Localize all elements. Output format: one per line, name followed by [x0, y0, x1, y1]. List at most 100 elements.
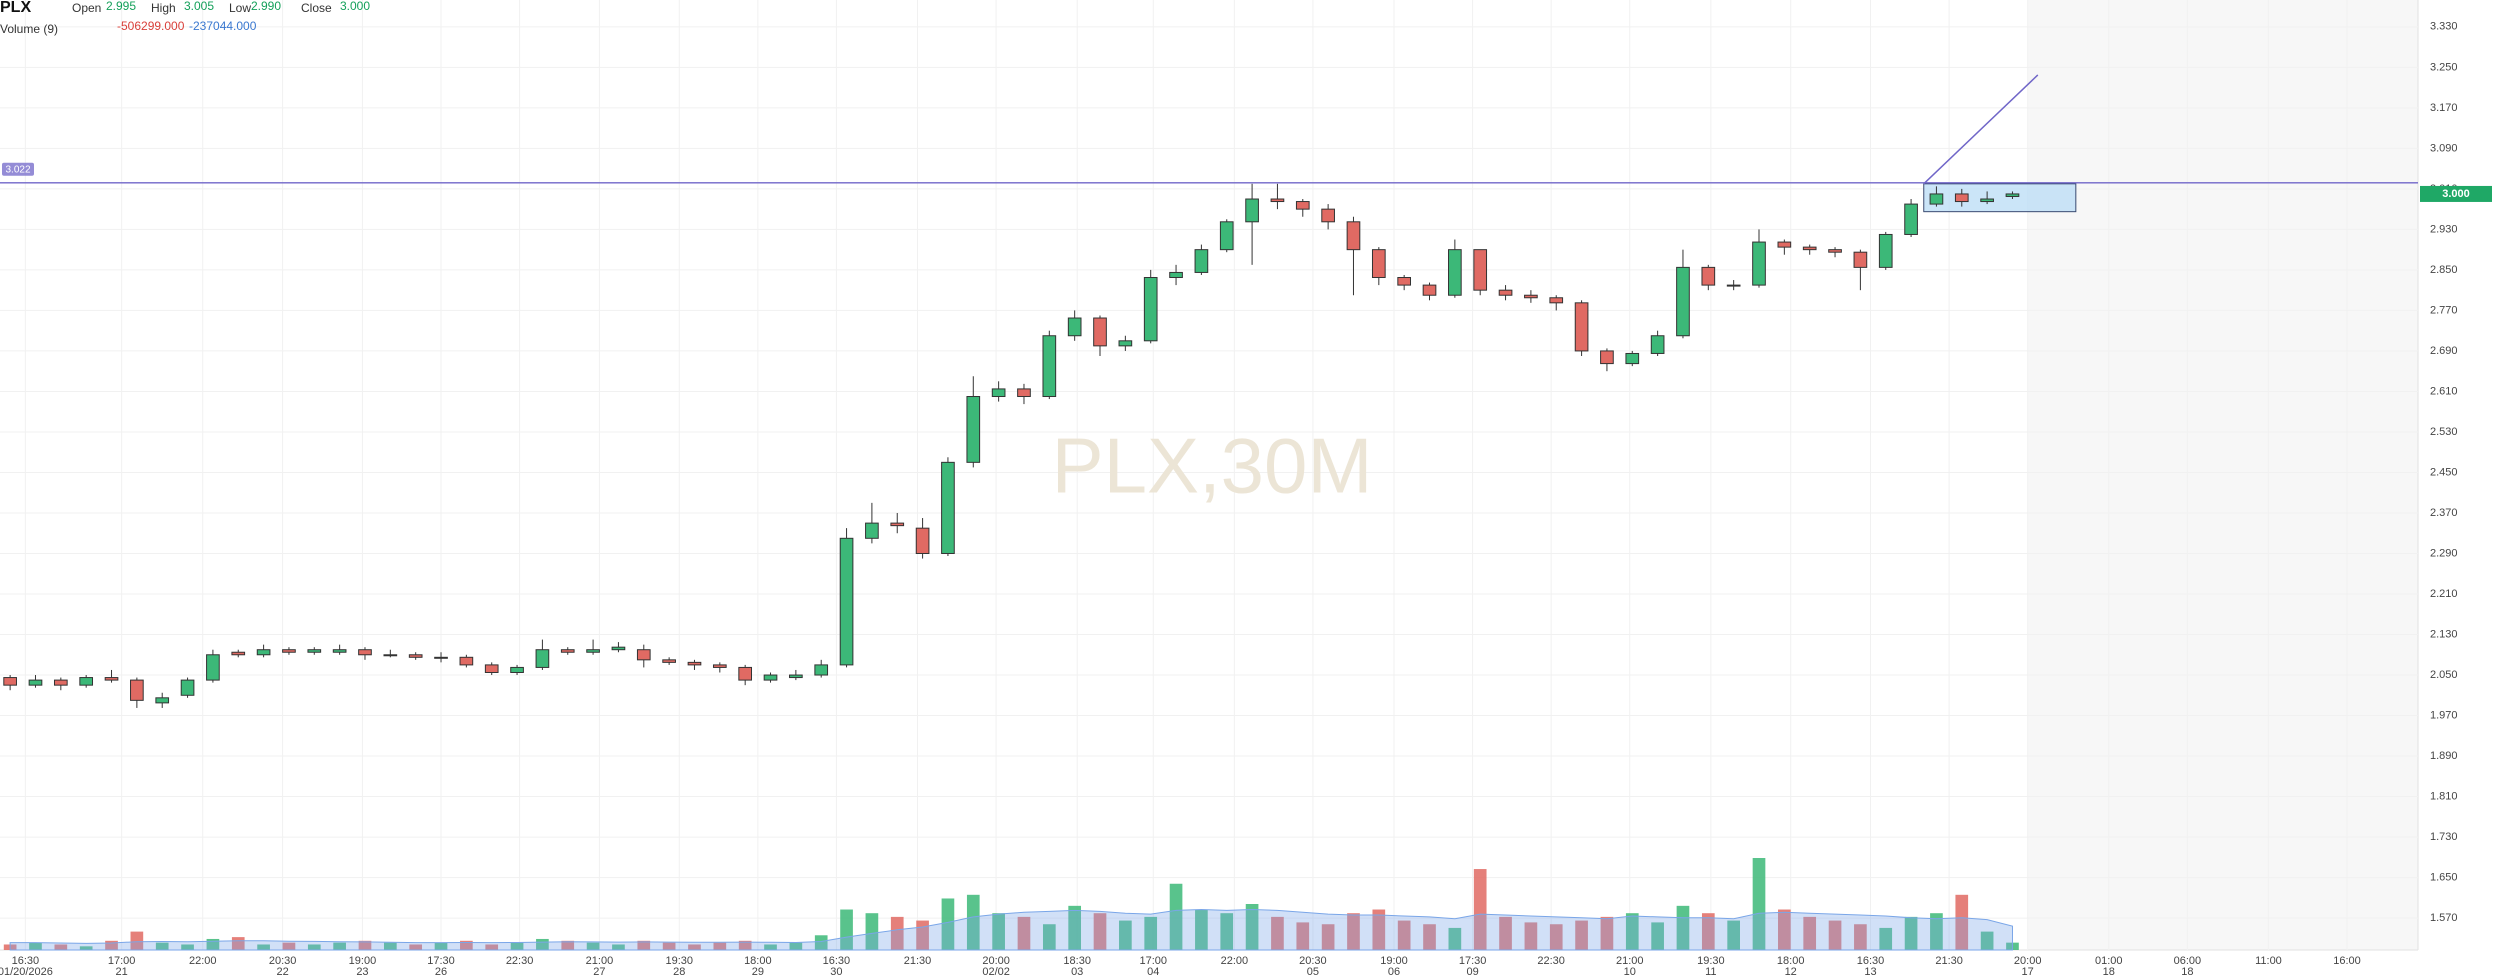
candle-body [434, 656, 448, 659]
volume-bar [358, 940, 372, 950]
x-tick-label: 20:30 [269, 955, 297, 967]
volume-bar [1575, 920, 1588, 950]
price-axis-area [2418, 0, 2494, 980]
volume-bar [485, 944, 499, 950]
candle-body [1777, 241, 1792, 248]
x-tick-label: 19:30 [1697, 955, 1725, 967]
volume-bar [941, 898, 955, 950]
volume-bar [155, 942, 169, 950]
y-tick-label: 1.650 [2430, 871, 2458, 883]
x-tick-date: 18 [2103, 966, 2115, 978]
y-tick-label: 1.810 [2430, 790, 2458, 802]
volume-bar [1296, 922, 1310, 950]
candle-body [130, 679, 144, 701]
volume-bar [1017, 916, 1031, 950]
candle-body [1321, 208, 1335, 223]
x-tick-date: 11 [1705, 966, 1716, 978]
volume-bar [1904, 916, 1918, 950]
volume-label: Volume (9) [0, 22, 58, 36]
volume-bar [54, 944, 68, 950]
candle-body [839, 537, 854, 666]
low-value: 2.990 [251, 0, 281, 13]
volume-bar [890, 916, 904, 950]
candle-body [28, 679, 43, 686]
candle-body [1017, 388, 1031, 398]
volume-bar [1119, 920, 1132, 950]
candle-body [79, 677, 94, 686]
candle-body [1245, 198, 1259, 223]
x-tick-date: 03 [1071, 966, 1083, 978]
x-tick-date: 18 [2181, 966, 2193, 978]
volume-bar [1727, 920, 1740, 950]
x-tick-label: 18:00 [744, 955, 772, 967]
candle-body [1143, 277, 1158, 342]
volume-bar [1397, 920, 1411, 950]
volume-bar [1347, 913, 1360, 950]
candle-body [1625, 352, 1640, 365]
x-tick-date: 05 [1307, 966, 1319, 978]
x-tick-date: 28 [673, 966, 685, 978]
candle-body [1422, 284, 1437, 296]
candle-body [915, 527, 930, 554]
candle-body [332, 649, 347, 653]
volume-value: -506299.000 [117, 19, 185, 33]
volume-bar [333, 942, 346, 950]
volume-bar [814, 935, 828, 950]
y-tick-label: 3.090 [2430, 142, 2458, 154]
candle-body [155, 697, 170, 704]
volume-bar [738, 940, 752, 950]
volume-bar [460, 940, 473, 950]
volume-bar [536, 938, 549, 950]
candle-body [1042, 335, 1057, 398]
volume-bar [1144, 916, 1158, 950]
volume-bar [1068, 905, 1082, 950]
candle-body [1802, 246, 1817, 251]
volume-bar [1473, 869, 1487, 950]
candle-body [1980, 198, 1994, 203]
volume-ma-value: -237044.000 [189, 19, 257, 33]
volume-bar [1321, 924, 1335, 950]
x-tick-date: 23 [356, 966, 368, 978]
candle-body [814, 664, 829, 676]
candle-body [1093, 317, 1107, 347]
x-tick-date: 02/02 [982, 966, 1010, 978]
candle-body [180, 679, 195, 696]
volume-bar [1093, 913, 1107, 950]
candle-body [789, 674, 803, 679]
y-tick-label: 1.970 [2430, 709, 2458, 721]
low-label: Low [229, 1, 251, 15]
volume-bar [1879, 927, 1893, 950]
open-label: Open [72, 1, 101, 15]
y-tick-label: 2.130 [2430, 628, 2458, 640]
volume-bar [510, 942, 524, 950]
candle-body [1270, 198, 1285, 203]
x-tick-label: 18:30 [1063, 955, 1091, 967]
volume-bar [1195, 909, 1208, 950]
x-tick-date: 21 [116, 966, 128, 978]
y-tick-label: 2.690 [2430, 345, 2458, 357]
volume-bar [1220, 913, 1234, 950]
x-tick-date: 04 [1147, 966, 1159, 978]
y-tick-label: 2.050 [2430, 669, 2458, 681]
candle-body [358, 649, 372, 656]
volume-bar [307, 944, 321, 950]
volume-bar [586, 942, 600, 950]
volume-bar [966, 894, 980, 950]
volume-bar [916, 920, 929, 950]
volume-bar [612, 944, 625, 950]
candle-body [535, 649, 550, 668]
candle-body [1118, 340, 1133, 347]
volume-bar [789, 942, 803, 950]
candle-body [1853, 251, 1868, 268]
x-tick-date: 26 [435, 966, 447, 978]
y-tick-label: 2.290 [2430, 547, 2458, 559]
volume-bar [688, 944, 701, 950]
x-tick-label: 17:30 [1459, 955, 1487, 967]
x-tick-label: 22:30 [1537, 955, 1565, 967]
future-zone [2027, 0, 2418, 950]
volume-bar [764, 944, 777, 950]
candle-body [738, 666, 753, 681]
x-tick-date: 12 [1785, 966, 1797, 978]
